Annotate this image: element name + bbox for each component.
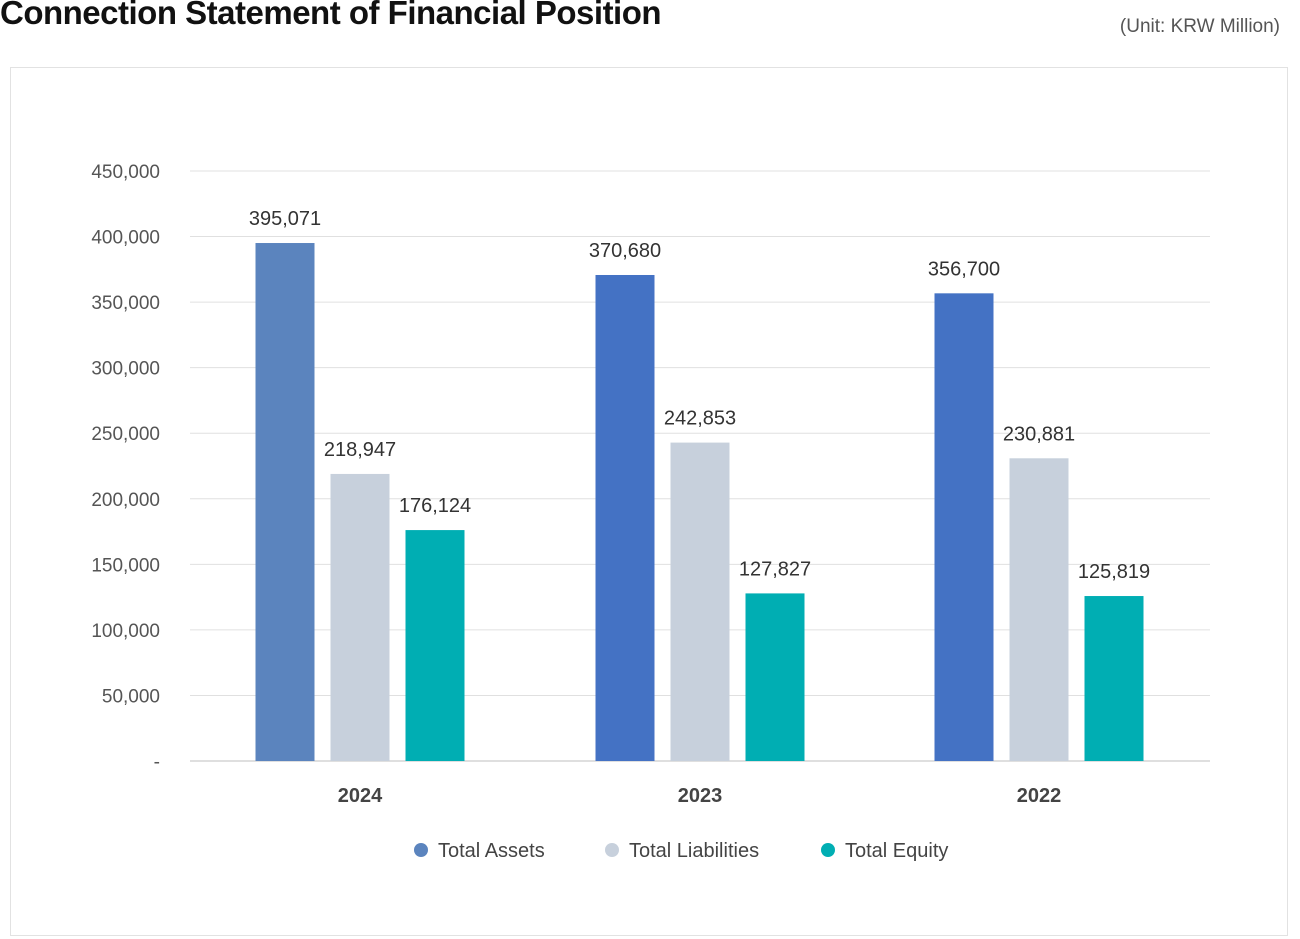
x-axis-categories: 2024 2023 2022 (338, 785, 1062, 807)
y-axis-ticks: - 50,000 100,000 150,000 200,000 250,000 300,0… (91, 162, 160, 773)
legend-label: Total Equity (845, 840, 948, 862)
data-label: 395,071 (249, 208, 321, 230)
data-label: 356,700 (928, 258, 1000, 280)
bar (745, 593, 805, 761)
y-tick-label: 300,000 (91, 359, 160, 380)
bars (255, 243, 1144, 762)
bar (405, 530, 465, 761)
unit-label: (Unit: KRW Million) (1119, 16, 1280, 37)
legend-swatch-icon (821, 843, 835, 857)
data-label: 242,853 (664, 408, 736, 430)
legend-label: Total Liabilities (629, 840, 759, 862)
y-tick-label: 150,000 (91, 555, 160, 576)
data-label: 125,819 (1078, 561, 1150, 583)
bar (934, 293, 994, 761)
y-tick-label: 100,000 (91, 621, 160, 642)
data-label: 370,680 (589, 240, 661, 262)
y-tick-label: 350,000 (91, 293, 160, 314)
x-category-label: 2024 (338, 785, 383, 807)
y-tick-label: 250,000 (91, 424, 160, 445)
bar (595, 274, 655, 761)
legend-swatch-icon (414, 843, 428, 857)
y-tick-label: - (154, 752, 160, 773)
data-label: 218,947 (324, 439, 396, 461)
y-tick-label: 400,000 (91, 228, 160, 249)
chart-frame (10, 67, 1288, 936)
legend: Total Assets Total Liabilities Total Equit… (414, 840, 948, 862)
y-tick-label: 50,000 (102, 686, 160, 707)
page-title: Connection Statement of Financial Positi… (0, 0, 662, 31)
y-tick-label: 200,000 (91, 490, 160, 511)
data-label: 176,124 (399, 495, 471, 517)
bar (1009, 458, 1069, 761)
data-labels: 395,071 218,947 176,124 370,680 242,853 127,8… (249, 208, 1150, 583)
bar (255, 243, 315, 762)
data-label: 230,881 (1003, 423, 1075, 445)
data-label: 127,827 (739, 558, 811, 580)
bar (1084, 596, 1144, 761)
bar (670, 442, 730, 761)
bar (330, 473, 390, 761)
legend-label: Total Assets (438, 840, 545, 862)
x-category-label: 2022 (1017, 785, 1062, 807)
y-tick-label: 450,000 (91, 162, 160, 183)
x-category-label: 2023 (678, 785, 723, 807)
legend-swatch-icon (605, 843, 619, 857)
